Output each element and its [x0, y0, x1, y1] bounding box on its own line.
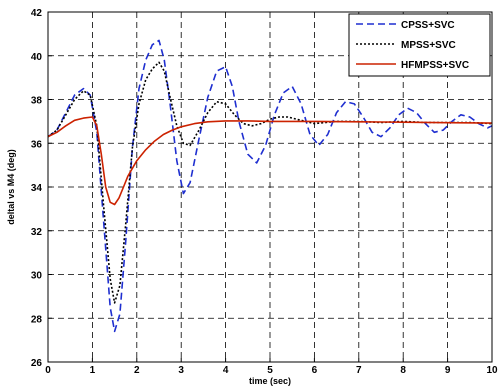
y-tick-label: 26 — [31, 358, 43, 369]
y-tick-label: 30 — [31, 271, 43, 282]
legend-label-mpss-svc: MPSS+SVC — [401, 40, 456, 51]
y-tick-label: 28 — [31, 314, 43, 325]
x-tick-label: 2 — [134, 365, 140, 376]
plot-frame — [47, 11, 493, 363]
y-tick-label: 38 — [31, 96, 43, 107]
x-tick-label: 10 — [486, 365, 498, 376]
series-line-hfmpss-svc — [48, 116, 492, 206]
y-tick-label: 40 — [31, 52, 43, 63]
y-tick-label: 36 — [31, 139, 43, 150]
legend-label-cpss-svc: CPSS+SVC — [401, 20, 455, 31]
x-tick-labels: 0 1 2 3 4 5 6 7 8 9 10 — [45, 365, 498, 376]
legend: CPSS+SVC MPSS+SVC HFMPSS+SVC — [348, 13, 491, 77]
y-tick-label: 32 — [31, 227, 43, 238]
series-line-cpss-svc — [48, 39, 492, 333]
x-tick-label: 8 — [400, 365, 406, 376]
x-tick-label: 9 — [445, 365, 451, 376]
y-tick-label: 42 — [31, 8, 43, 19]
x-tick-label: 6 — [312, 365, 318, 376]
x-tick-label: 0 — [45, 365, 51, 376]
y-axis-label: deltal vs M4 (deg) — [6, 149, 16, 225]
grid-lines — [47, 11, 493, 363]
x-tick-label: 4 — [223, 365, 229, 376]
y-tick-labels: 26 28 30 32 34 36 38 40 42 — [31, 8, 43, 369]
series-lines — [48, 39, 492, 333]
x-tick-label: 7 — [356, 365, 362, 376]
y-tick-label: 34 — [31, 183, 43, 194]
series-line-mpss-svc — [48, 61, 492, 304]
x-tick-label: 3 — [178, 365, 184, 376]
x-tick-label: 1 — [90, 365, 96, 376]
x-axis-label: time (sec) — [249, 376, 291, 386]
legend-label-hfmpss-svc: HFMPSS+SVC — [401, 60, 469, 71]
x-tick-label: 5 — [267, 365, 273, 376]
